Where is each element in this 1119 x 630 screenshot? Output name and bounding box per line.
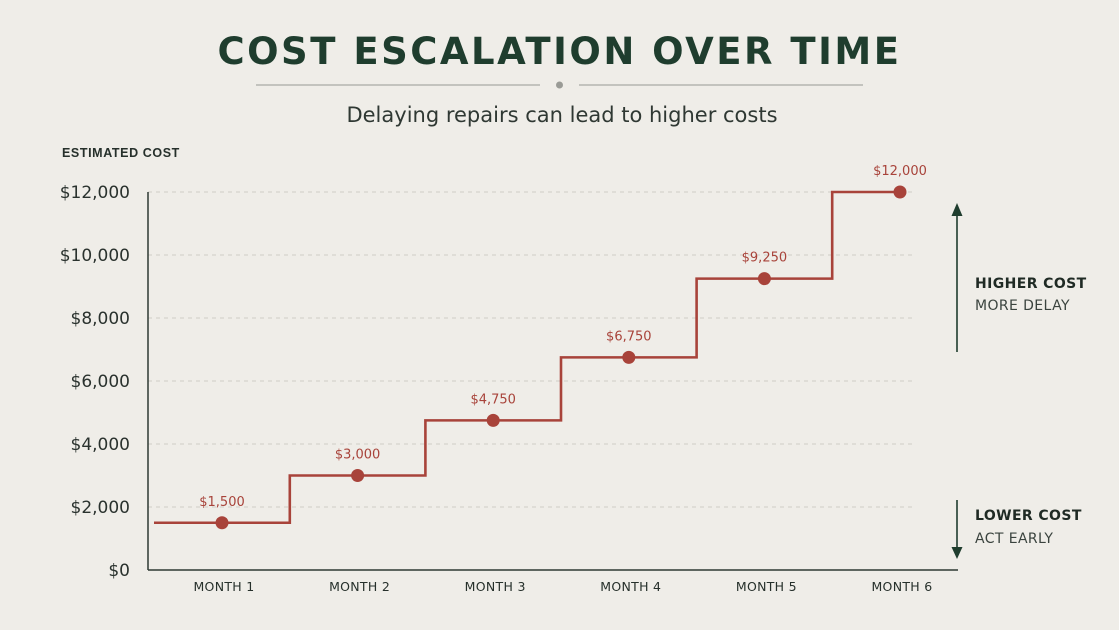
step-line <box>154 190 900 525</box>
data-point <box>757 272 771 286</box>
data-label: $1,500 <box>199 495 245 510</box>
data-point <box>893 185 907 199</box>
chart-subtitle: Delaying repairs can lead to higher cost… <box>346 103 777 127</box>
x-axis-ticks: MONTH 1 MONTH 2 MONTH 3 MONTH 4 MONTH 5 MONTH… <box>193 579 932 594</box>
data-point <box>622 350 636 364</box>
y-axis-ticks: $0 $2,000 $4,000 $6,000 $8,000 $10,000 $12,000 <box>60 183 130 581</box>
data-label: $6,750 <box>606 329 652 344</box>
y-tick-label: $6,000 <box>71 372 130 392</box>
x-tick-label: MONTH 1 <box>193 579 254 594</box>
data-point <box>486 413 500 427</box>
x-tick-label: MONTH 3 <box>465 579 526 594</box>
more-delay-label: MORE DELAY <box>975 298 1070 314</box>
x-tick-label: MONTH 4 <box>600 579 661 594</box>
x-tick-label: MONTH 2 <box>329 579 390 594</box>
data-label: $9,250 <box>742 251 788 266</box>
data-point <box>351 469 365 482</box>
act-early-label: ACT EARLY <box>975 531 1053 547</box>
cost-arrow <box>951 203 963 559</box>
title-divider <box>256 81 863 89</box>
divider-dot <box>556 81 563 89</box>
y-tick-label: $12,000 <box>60 183 130 203</box>
y-axis-label: ESTIMATED COST <box>62 146 180 160</box>
data-label: $4,750 <box>470 392 516 407</box>
lower-cost-label: LOWER COST <box>975 508 1082 524</box>
y-tick-label: $4,000 <box>71 435 130 455</box>
y-tick-label: $10,000 <box>60 246 130 266</box>
up-arrow-head <box>951 203 963 216</box>
axes <box>147 192 958 571</box>
y-tick-label: $0 <box>108 561 130 581</box>
x-tick-label: MONTH 5 <box>736 579 797 594</box>
y-tick-label: $8,000 <box>71 309 130 329</box>
y-tick-label: $2,000 <box>71 498 130 518</box>
higher-cost-label: HIGHER COST <box>975 276 1087 292</box>
chart-title: COST ESCALATION OVER TIME <box>217 30 901 73</box>
data-label: $3,000 <box>335 448 381 463</box>
grid-lines <box>148 191 915 508</box>
data-label: $12,000 <box>873 164 927 179</box>
x-tick-label: MONTH 6 <box>871 579 932 594</box>
cost-annotation: HIGHER COST MORE DELAY LOWER COST ACT EA… <box>951 203 1087 559</box>
data-point <box>215 516 229 530</box>
down-arrow-head <box>951 547 963 559</box>
cost-series: $1,500 $3,000 $4,750 $6,750 $9,250 $12,000 <box>154 164 927 530</box>
